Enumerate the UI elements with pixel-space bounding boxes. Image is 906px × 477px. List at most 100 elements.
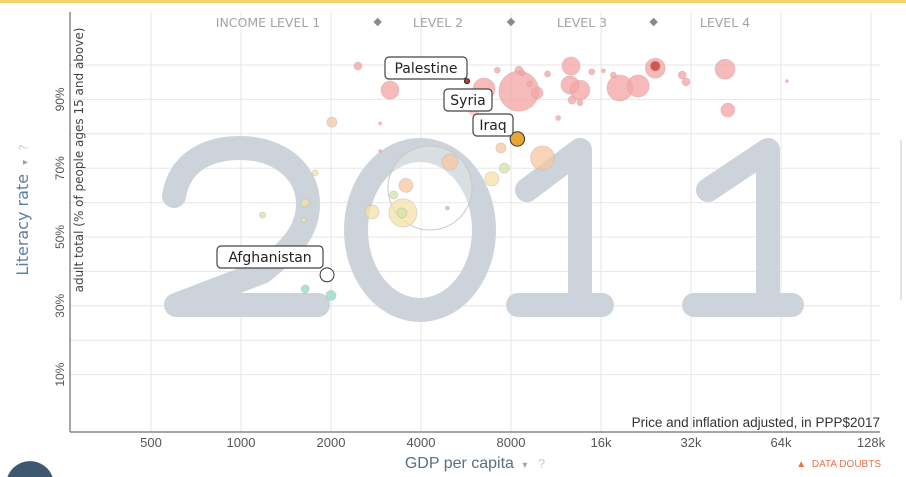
label-text: Iraq <box>479 118 506 134</box>
data-doubts-link[interactable]: ▲ DATA DOUBTS <box>796 459 881 470</box>
data-bubble <box>714 58 736 80</box>
country-label-iraq[interactable]: Iraq <box>472 113 514 137</box>
data-bubble <box>498 162 510 174</box>
data-bubble <box>626 74 650 98</box>
country-label-syria[interactable]: Syria <box>443 88 493 112</box>
label-box <box>384 56 468 80</box>
x-tick-label: 128k <box>857 435 886 450</box>
x-tick-label: 4000 <box>407 435 436 450</box>
income-level-label: LEVEL 2 <box>413 15 463 30</box>
y-axis-dropdown-icon: ▾ <box>20 160 31 165</box>
label-text: Syria <box>450 93 485 109</box>
y-tick-label: 50% <box>53 225 67 249</box>
data-bubble <box>609 71 617 79</box>
data-bubble <box>378 121 383 126</box>
country-label-afghanistan[interactable]: Afghanistan <box>216 245 324 269</box>
svg-text:adult total (% of people ages: adult total (% of people ages 15 and abo… <box>72 28 86 293</box>
data-bubble <box>389 190 399 200</box>
x-axis-note: Price and inflation adjusted, in PPP$201… <box>632 415 880 430</box>
data-bubble <box>398 178 414 193</box>
data-bubble <box>259 211 266 219</box>
data-bubble <box>364 204 380 220</box>
x-ticks: 500 1000 2000 4000 8000 16k 32k 64k 128k <box>140 435 885 450</box>
data-bubble <box>530 145 555 171</box>
play-button[interactable] <box>7 461 53 477</box>
data-bubble <box>380 80 400 100</box>
bubble-afghanistan[interactable] <box>319 267 335 283</box>
data-bubble <box>544 70 551 78</box>
data-bubble <box>588 68 596 76</box>
data-bubble <box>530 86 544 100</box>
y-ticks: 10% 30% 50% 70% 90% <box>53 87 67 387</box>
data-bubble <box>576 99 584 107</box>
data-bubble <box>649 60 661 72</box>
data-bubble <box>493 66 501 74</box>
data-bubble <box>518 69 526 77</box>
bubbles <box>259 56 789 301</box>
data-bubble <box>325 290 337 301</box>
year-watermark <box>162 136 804 322</box>
income-level-divider-icon <box>373 17 382 27</box>
year-digit-1b <box>682 138 804 317</box>
data-bubble <box>555 115 562 121</box>
data-bubble <box>444 205 450 211</box>
data-bubble <box>567 95 577 105</box>
data-bubble <box>378 149 383 153</box>
income-level-label: INCOME LEVEL 1 <box>216 15 320 30</box>
svg-text:Literacy rate ▾ ?: Literacy rate ▾ ? <box>13 144 32 275</box>
data-bubble <box>601 68 606 74</box>
x-tick-label: 500 <box>140 435 162 450</box>
y-axis-title[interactable]: Literacy rate ▾ ? <box>13 144 32 275</box>
x-axis-dropdown-icon: ▾ <box>522 460 527 471</box>
y-tick-label: 10% <box>53 362 67 386</box>
income-level-divider-icon <box>506 17 516 27</box>
label-box <box>472 113 514 137</box>
income-level-divider-icon <box>649 17 658 27</box>
label-text: Afghanistan <box>228 250 311 266</box>
data-bubble <box>561 56 581 76</box>
data-bubble <box>326 116 338 128</box>
x-tick-label: 64k <box>771 435 792 450</box>
income-levels: INCOME LEVEL 1 LEVEL 2 LEVEL 3 LEVEL 4 <box>216 15 750 30</box>
data-bubble <box>441 153 459 171</box>
warning-icon: ▲ <box>796 459 806 470</box>
x-tick-label: 8000 <box>497 435 526 450</box>
label-text: Palestine <box>394 61 457 77</box>
country-label-palestine[interactable]: Palestine <box>384 56 468 80</box>
data-bubble <box>396 207 408 219</box>
data-bubble <box>681 77 691 87</box>
year-digit-0 <box>344 138 496 322</box>
data-bubble <box>300 216 307 223</box>
y-axis-subtitle: adult total (% of people ages 15 and abo… <box>72 28 86 293</box>
data-bubble <box>785 79 789 84</box>
country-labels: Palestine Syria Iraq Afghanistan <box>216 56 514 269</box>
top-accent-bar <box>0 0 906 3</box>
year-digit-2 <box>162 136 330 317</box>
x-axis-title[interactable]: GDP per capita ▾ ? <box>405 455 545 472</box>
x-axis-label: GDP per capita <box>405 455 514 472</box>
x-tick-label: 2000 <box>317 435 346 450</box>
bubble-palestine[interactable] <box>463 78 471 85</box>
data-bubble <box>560 75 580 95</box>
y-tick-label: 30% <box>53 293 67 317</box>
y-tick-label: 70% <box>53 156 67 180</box>
label-box <box>443 88 493 112</box>
y-axis-help-icon: ? <box>17 144 31 150</box>
data-bubble <box>311 169 319 177</box>
data-bubble <box>484 171 500 187</box>
data-bubble <box>720 102 736 118</box>
x-tick-label: 1000 <box>227 435 256 450</box>
bubble-iraq[interactable] <box>509 131 526 147</box>
income-level-label: LEVEL 3 <box>557 15 607 30</box>
data-bubble <box>526 80 534 88</box>
x-tick-label: 16k <box>591 435 612 450</box>
x-axis-help-icon: ? <box>538 456 545 471</box>
income-level-label: LEVEL 4 <box>700 15 750 30</box>
year-digit-1a <box>506 138 614 317</box>
data-bubble <box>300 198 310 208</box>
x-tick-label: 32k <box>681 435 702 450</box>
data-bubble <box>353 61 363 71</box>
label-box <box>216 245 324 269</box>
data-bubble <box>300 284 310 294</box>
